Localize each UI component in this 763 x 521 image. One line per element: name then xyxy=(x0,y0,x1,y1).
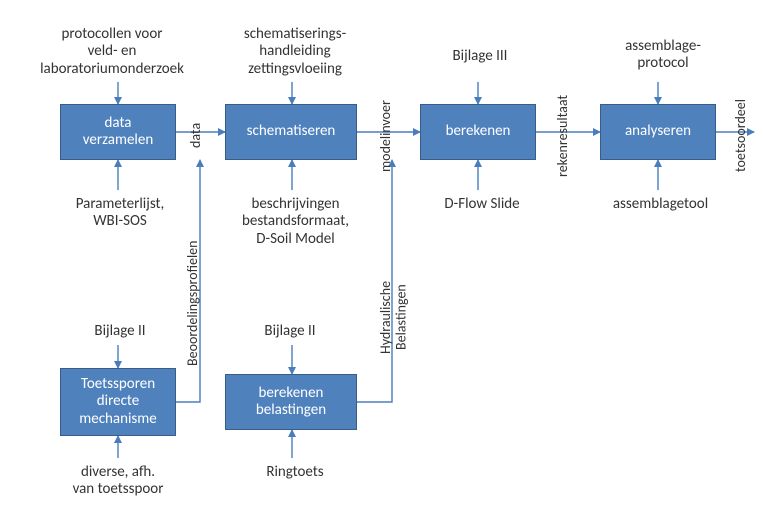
node-label: data verzamelen xyxy=(83,115,153,150)
vlabel-toetsoordeel: toetsoordeel xyxy=(733,82,748,190)
vlabel-data-arrow: data xyxy=(188,106,203,164)
node-data-verzamelen: data verzamelen xyxy=(60,104,176,160)
node-label: berekenen belastingen xyxy=(256,385,326,420)
label-top-toetssporen: Bijlage II xyxy=(75,323,165,340)
node-berekenen: berekenen xyxy=(420,104,536,160)
vlabel-beoordelingsprof: Beoordelingsprofielen xyxy=(185,218,200,388)
label-bottom-analyseren: assemblagetool xyxy=(603,196,718,213)
label-top-schem: schematiserings- handleiding zettingsvlo… xyxy=(225,26,365,78)
label-bottom-toetssporen: diverse, afh. van toetsspoor xyxy=(53,464,183,499)
node-label: berekenen xyxy=(446,123,511,140)
label-top-analyseren: assemblage- protocol xyxy=(608,38,718,73)
label-bottom-data: Parameterlijst, WBI-SOS xyxy=(45,196,195,231)
node-toetssporen: Toetssporen directe mechanisme xyxy=(60,368,176,436)
label-bottom-belast: Ringtoets xyxy=(250,464,340,481)
label-bottom-schem: beschrijvingen bestandsformaat, D-Soil M… xyxy=(218,196,373,248)
vlabel-modelinvoer: modelinvoer xyxy=(378,84,393,188)
label-bottom-berekenen: D-Flow Slide xyxy=(432,196,532,213)
label-top-berekenen: Bijlage III xyxy=(430,48,530,65)
vlabel-rekenresultaat: rekenresultaat xyxy=(555,76,570,196)
label-top-data: protocollen voor veld- en laboratoriumon… xyxy=(12,26,212,78)
node-berekenen-belast: berekenen belastingen xyxy=(225,374,357,430)
node-analyseren: analyseren xyxy=(600,104,716,160)
label-top-belast: Bijlage II xyxy=(240,323,340,340)
node-label: analyseren xyxy=(625,123,691,140)
node-schematiseren: schematiseren xyxy=(225,104,357,160)
node-label: Toetssporen directe mechanisme xyxy=(79,376,157,428)
node-label: schematiseren xyxy=(247,123,336,140)
vlabel-hydr-belast: Hydraulische Belastingen xyxy=(378,248,409,386)
